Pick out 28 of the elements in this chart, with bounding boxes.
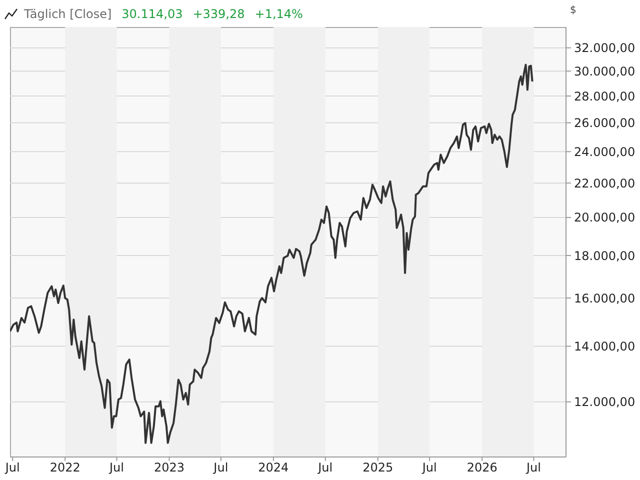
y-tick-label: 12.000,00 <box>574 395 636 410</box>
y-tick-label: 32.000,00 <box>574 41 636 56</box>
text: 30.114,03 <box>122 6 183 20</box>
text: +1,14% <box>254 6 303 20</box>
y-tick-label: 24.000,00 <box>574 144 636 159</box>
y-tick-label: 26.000,00 <box>574 116 636 130</box>
x-tick-label: 2025 <box>362 460 394 475</box>
y-axis-title: $ <box>570 5 576 16</box>
y-tick-label: 16.000,00 <box>574 291 636 306</box>
x-tick-label: 2024 <box>258 460 289 475</box>
x-tick-label: Jul <box>421 460 437 475</box>
x-tick-label: 2023 <box>154 460 185 475</box>
y-tick-label: 14.000,00 <box>574 339 636 354</box>
line-series <box>10 64 534 444</box>
text: +339,28 <box>192 6 245 20</box>
y-tick-label: 28.000,00 <box>574 89 636 104</box>
x-tick-label: Jul <box>526 460 541 475</box>
x-tick-label: 2022 <box>50 460 80 475</box>
x-tick-label: Jul <box>108 460 124 475</box>
y-tick-label: 30.000,00 <box>574 64 636 78</box>
y-tick-label: 18.000,00 <box>574 248 636 263</box>
chart-title: Täglich [Close] <box>24 6 112 20</box>
x-tick-label: Jul <box>4 460 20 475</box>
x-tick-label: Jul <box>317 460 333 475</box>
y-tick-label: 20.000,00 <box>574 210 636 225</box>
x-tick-label: Jul <box>212 460 228 475</box>
x-tick-label: 2026 <box>466 460 498 475</box>
y-tick-label: 22.000,00 <box>574 176 636 190</box>
